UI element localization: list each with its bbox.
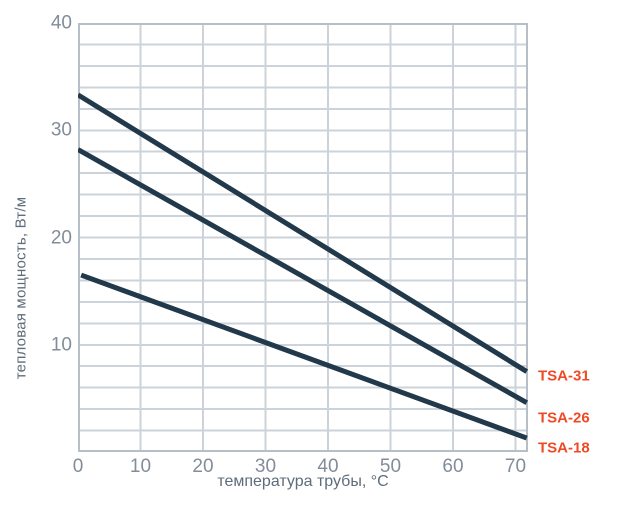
plot-border — [78, 23, 528, 452]
x-tick-label-0: 0 — [72, 456, 84, 477]
x-tick-label-40: 40 — [317, 456, 339, 477]
series-label-tsa-31: TSA-31 — [538, 367, 590, 385]
series-label-tsa-26: TSA-26 — [538, 409, 590, 427]
y-tick-label-40: 40 — [50, 12, 72, 34]
x-tick-label-70: 70 — [504, 456, 527, 477]
x-tick-label-50: 50 — [379, 456, 402, 477]
x-tick-label-20: 20 — [192, 456, 214, 477]
plot-area — [78, 23, 528, 452]
x-axis-title: температура трубы, °C — [217, 473, 389, 490]
x-tick-label-30: 30 — [254, 456, 277, 477]
y-tick-label-30: 30 — [50, 119, 72, 141]
series-line-tsa-18 — [80, 272, 528, 441]
y-axis-title: тепловая мощность, Вт/м — [12, 196, 30, 380]
series-line-tsa-26 — [78, 147, 528, 405]
x-tick-label-60: 60 — [442, 456, 464, 477]
chart-canvas — [78, 23, 528, 452]
y-tick-label-20: 20 — [50, 227, 72, 248]
x-tick-label-10: 10 — [129, 456, 152, 477]
y-tick-label-10: 10 — [50, 334, 72, 356]
series-line-tsa-31 — [78, 92, 528, 374]
series-label-tsa-18: TSA-18 — [538, 439, 590, 457]
